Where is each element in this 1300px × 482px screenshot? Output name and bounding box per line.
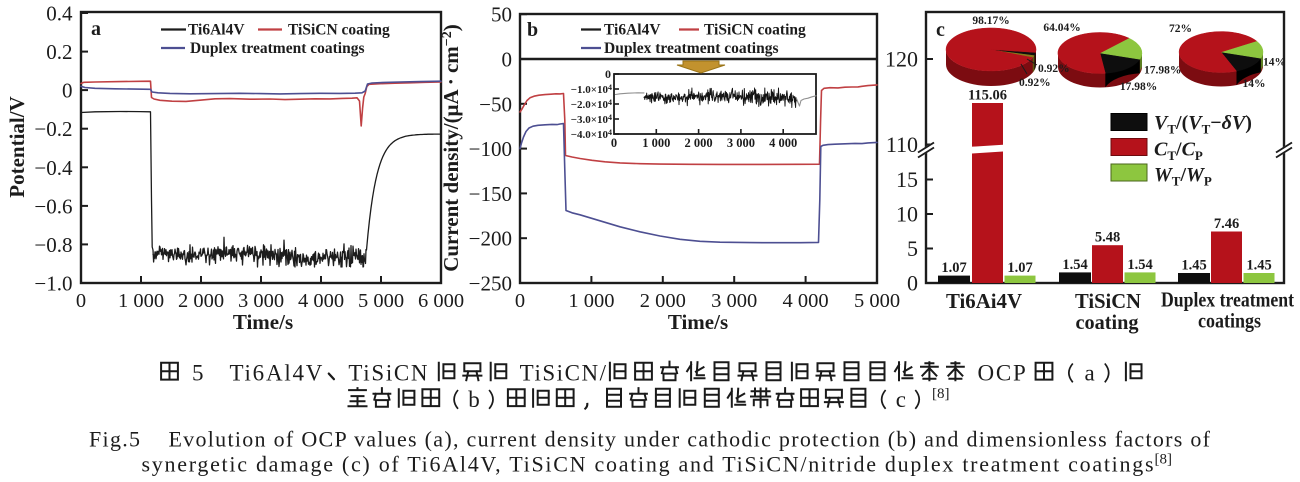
svg-text:Duplex treatment coatings: Duplex treatment coatings bbox=[604, 40, 779, 57]
svg-text:4 000: 4 000 bbox=[769, 136, 797, 150]
svg-text:0: 0 bbox=[611, 136, 617, 150]
svg-text:WT/WP: WT/WP bbox=[1154, 164, 1212, 189]
svg-text:−250: −250 bbox=[469, 272, 512, 296]
svg-text:VT/(VT−δV): VT/(VT−δV) bbox=[1154, 112, 1252, 137]
svg-text:−2.0×104: −2.0×104 bbox=[571, 98, 612, 111]
svg-text:Current density/(μA · cm−2): Current density/(μA · cm−2) bbox=[439, 24, 463, 272]
svg-text:4 000: 4 000 bbox=[783, 290, 829, 312]
svg-text:2 000: 2 000 bbox=[640, 290, 686, 312]
svg-text:17.98%: 17.98% bbox=[1144, 65, 1181, 77]
svg-text:3 000: 3 000 bbox=[238, 290, 284, 312]
svg-text:1.45: 1.45 bbox=[1181, 258, 1206, 274]
svg-text:5: 5 bbox=[907, 236, 918, 261]
svg-text:−0.8: −0.8 bbox=[34, 233, 72, 257]
svg-text:0: 0 bbox=[515, 290, 525, 312]
svg-text:0.4: 0.4 bbox=[46, 2, 73, 26]
svg-text:7.46: 7.46 bbox=[1214, 216, 1239, 232]
svg-text:50: 50 bbox=[491, 3, 512, 27]
svg-text:b: b bbox=[527, 19, 538, 41]
svg-text:Time/s: Time/s bbox=[668, 310, 728, 334]
svg-text:0.92%: 0.92% bbox=[1019, 77, 1051, 89]
svg-text:−1.0: −1.0 bbox=[34, 272, 72, 296]
svg-text:1.45: 1.45 bbox=[1246, 258, 1271, 274]
svg-text:14%: 14% bbox=[1243, 78, 1266, 90]
svg-text:3 000: 3 000 bbox=[727, 136, 755, 150]
svg-text:5.48: 5.48 bbox=[1095, 230, 1120, 246]
svg-text:coating: coating bbox=[1076, 310, 1139, 334]
svg-text:Duplex treatment: Duplex treatment bbox=[1161, 288, 1294, 312]
svg-text:a: a bbox=[91, 18, 101, 40]
svg-text:Ti6Al4V: Ti6Al4V bbox=[188, 22, 245, 39]
svg-text:3 000: 3 000 bbox=[711, 290, 757, 312]
svg-text:[8]: [8] bbox=[932, 386, 950, 402]
svg-text:14%: 14% bbox=[1263, 57, 1286, 69]
svg-text:0: 0 bbox=[907, 271, 918, 296]
svg-text:0: 0 bbox=[502, 48, 513, 72]
svg-text:TiSiCN/: TiSiCN/ bbox=[513, 361, 607, 386]
svg-text:Time/s: Time/s bbox=[233, 310, 293, 334]
svg-text:1.07: 1.07 bbox=[941, 260, 966, 276]
svg-text:110: 110 bbox=[886, 132, 918, 157]
svg-text:1.54: 1.54 bbox=[1062, 257, 1087, 273]
svg-text:0.92%: 0.92% bbox=[1038, 63, 1070, 75]
svg-text:−200: −200 bbox=[469, 227, 512, 251]
svg-text:Fig.5 Evolution of OCP valu: Fig.5 Evolution of OCP values (a), curre… bbox=[89, 427, 1211, 452]
svg-text:0: 0 bbox=[76, 290, 86, 312]
svg-text:4 000: 4 000 bbox=[298, 290, 344, 312]
svg-text:−0.2: −0.2 bbox=[34, 117, 72, 141]
svg-text:1.07: 1.07 bbox=[1007, 260, 1032, 276]
svg-text:−1.0×104: −1.0×104 bbox=[571, 83, 612, 96]
svg-text:1 000: 1 000 bbox=[568, 290, 614, 312]
svg-text:c: c bbox=[896, 387, 906, 412]
svg-text:synergetic damage (c) of Ti6Al: synergetic damage (c) of Ti6Al4V, TiSiCN… bbox=[142, 452, 1154, 477]
svg-text:TiSiCN: TiSiCN bbox=[1075, 289, 1141, 313]
svg-text:0: 0 bbox=[62, 79, 73, 103]
svg-text:5: 5 bbox=[184, 361, 204, 386]
svg-text:−0.4: −0.4 bbox=[34, 156, 73, 180]
svg-text:5 000: 5 000 bbox=[854, 290, 900, 312]
svg-text:2 000: 2 000 bbox=[685, 136, 713, 150]
svg-text:TiSiCN coating: TiSiCN coating bbox=[288, 22, 390, 39]
svg-text:115.06: 115.06 bbox=[968, 88, 1007, 104]
svg-text:−50: −50 bbox=[479, 92, 512, 116]
svg-text:2 000: 2 000 bbox=[178, 290, 224, 312]
svg-text:15: 15 bbox=[896, 167, 918, 192]
svg-text:6 000: 6 000 bbox=[418, 290, 464, 312]
svg-text:a: a bbox=[1085, 361, 1095, 386]
svg-text:Ti6Al4V: Ti6Al4V bbox=[230, 361, 323, 386]
svg-text:98.17%: 98.17% bbox=[972, 15, 1009, 27]
svg-text:1 000: 1 000 bbox=[118, 290, 164, 312]
svg-text:10: 10 bbox=[896, 202, 918, 227]
svg-text:−100: −100 bbox=[469, 137, 512, 161]
svg-text:−150: −150 bbox=[469, 182, 512, 206]
svg-text:b: b bbox=[468, 387, 480, 412]
svg-text:−0.6: −0.6 bbox=[34, 194, 72, 218]
svg-text:CT/CP: CT/CP bbox=[1154, 138, 1203, 163]
svg-text:TiSiCN: TiSiCN bbox=[348, 361, 435, 386]
svg-text:TiSiCN coating: TiSiCN coating bbox=[704, 22, 806, 39]
svg-text:−3.0×104: −3.0×104 bbox=[571, 113, 612, 126]
svg-text:0.2: 0.2 bbox=[46, 40, 72, 64]
svg-text:17.98%: 17.98% bbox=[1120, 81, 1157, 93]
svg-text:64.04%: 64.04% bbox=[1043, 22, 1080, 34]
svg-text:[8]: [8] bbox=[1155, 452, 1173, 468]
svg-text:5 000: 5 000 bbox=[358, 290, 404, 312]
svg-text:c: c bbox=[936, 19, 945, 41]
svg-text:Ti6Al4V: Ti6Al4V bbox=[604, 22, 661, 39]
svg-text:120: 120 bbox=[885, 47, 918, 72]
svg-text:72%: 72% bbox=[1169, 23, 1192, 35]
svg-text:Duplex treatment coatings: Duplex treatment coatings bbox=[190, 40, 365, 57]
svg-text:Ti6Ai4V: Ti6Ai4V bbox=[946, 289, 1022, 313]
svg-text:Potential/V: Potential/V bbox=[5, 96, 29, 197]
svg-text:0: 0 bbox=[605, 67, 611, 81]
svg-text:−4.0×104: −4.0×104 bbox=[571, 128, 612, 141]
svg-text:1.54: 1.54 bbox=[1127, 257, 1152, 273]
svg-text:coatings: coatings bbox=[1198, 309, 1261, 333]
svg-text:1 000: 1 000 bbox=[642, 136, 670, 150]
svg-text:OCP: OCP bbox=[970, 361, 1033, 386]
